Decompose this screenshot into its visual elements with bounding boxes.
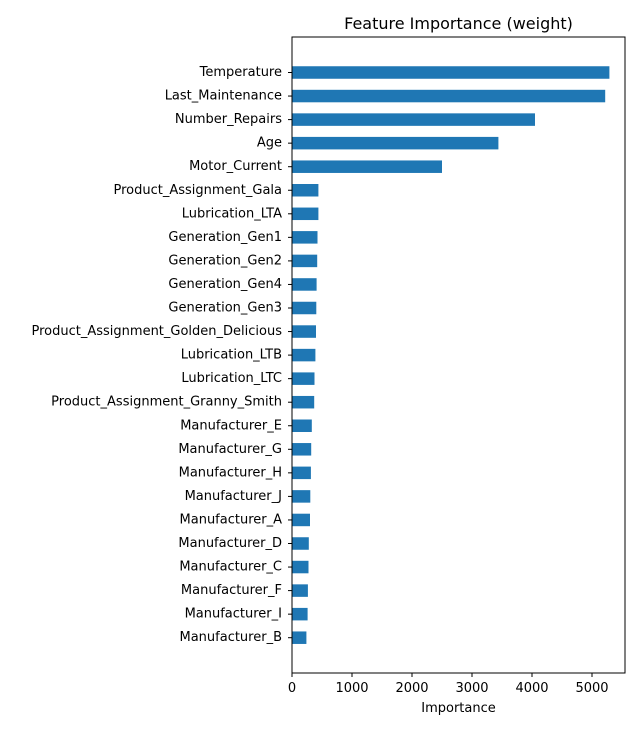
y-tick-label-manufacturer-a: Manufacturer_A xyxy=(180,512,283,527)
plot-frame xyxy=(291,36,626,674)
bar-product-assignment-golden-delicious xyxy=(292,325,316,338)
y-tick-label-product-assignment-gala: Product_Assignment_Gala xyxy=(113,183,282,198)
y-tick-label-generation-gen4: Generation_Gen4 xyxy=(168,277,282,292)
x-tick-label-4000: 4000 xyxy=(515,681,548,696)
bar-manufacturer-j xyxy=(292,490,311,503)
bar-lubrication-ltc xyxy=(292,372,315,385)
bar-generation-gen3 xyxy=(292,301,317,315)
bar-generation-gen4 xyxy=(292,278,317,291)
bar-manufacturer-c xyxy=(292,560,309,574)
bar-manufacturer-a xyxy=(292,513,310,527)
y-tick-label-manufacturer-b: Manufacturer_B xyxy=(179,630,282,645)
bar-generation-gen1 xyxy=(292,231,318,244)
y-tick-label-manufacturer-c: Manufacturer_C xyxy=(179,560,282,575)
chart-title: Feature Importance (weight) xyxy=(344,14,573,33)
bar-number-repairs xyxy=(292,113,535,126)
bars-group xyxy=(292,66,610,644)
bar-lubrication-ltb xyxy=(292,348,316,362)
bar-motor-current xyxy=(292,160,442,173)
bar-product-assignment-granny-smith xyxy=(292,395,315,409)
bar-temperature xyxy=(292,66,610,79)
bar-last-maintenance xyxy=(292,89,606,103)
y-tick-label-product-assignment-granny-smith: Product_Assignment_Granny_Smith xyxy=(51,395,282,410)
y-tick-label-generation-gen3: Generation_Gen3 xyxy=(168,301,282,316)
y-tick-label-manufacturer-i: Manufacturer_I xyxy=(185,607,282,622)
y-tick-label-lubrication-lta: Lubrication_LTA xyxy=(182,206,282,221)
bar-manufacturer-b xyxy=(292,631,307,644)
x-tick-label-2000: 2000 xyxy=(395,681,428,696)
y-tick-label-temperature: Temperature xyxy=(199,65,282,80)
y-tick-label-last-maintenance: Last_Maintenance xyxy=(165,89,282,104)
bar-generation-gen2 xyxy=(292,254,318,268)
bar-product-assignment-gala xyxy=(292,184,319,197)
y-tick-labels: Temperature Last_Maintenance Number_Repair… xyxy=(32,65,292,645)
bar-manufacturer-i xyxy=(292,607,308,621)
y-tick-label-manufacturer-g: Manufacturer_G xyxy=(178,442,282,457)
x-ticks: 0 1000 2000 3000 4000 5000 xyxy=(288,673,609,696)
x-tick-label-5000: 5000 xyxy=(575,681,608,696)
x-tick-label-0: 0 xyxy=(288,681,296,696)
x-tick-label-1000: 1000 xyxy=(335,681,368,696)
x-tick-label-3000: 3000 xyxy=(455,681,488,696)
y-tick-label-manufacturer-e: Manufacturer_E xyxy=(180,418,282,433)
bar-manufacturer-g xyxy=(292,443,312,456)
bar-manufacturer-d xyxy=(292,537,309,550)
y-tick-label-product-assignment-golden-delicious: Product_Assignment_Golden_Delicious xyxy=(32,324,283,339)
y-tick-label-lubrication-ltc: Lubrication_LTC xyxy=(181,371,282,386)
y-tick-label-age: Age xyxy=(257,136,282,151)
y-tick-label-generation-gen1: Generation_Gen1 xyxy=(168,230,282,245)
bar-manufacturer-f xyxy=(292,584,308,597)
y-tick-label-manufacturer-f: Manufacturer_F xyxy=(181,583,282,598)
y-tick-label-manufacturer-j: Manufacturer_J xyxy=(185,489,282,504)
bar-manufacturer-e xyxy=(292,419,312,432)
y-tick-label-lubrication-ltb: Lubrication_LTB xyxy=(181,348,282,363)
bar-age xyxy=(292,136,499,150)
y-tick-label-manufacturer-h: Manufacturer_H xyxy=(179,465,282,480)
y-tick-label-generation-gen2: Generation_Gen2 xyxy=(168,253,282,268)
y-tick-label-number-repairs: Number_Repairs xyxy=(175,112,282,127)
bar-manufacturer-h xyxy=(292,466,311,480)
x-axis-label: Importance xyxy=(421,701,496,716)
y-tick-label-manufacturer-d: Manufacturer_D xyxy=(178,536,282,551)
y-tick-label-motor-current: Motor_Current xyxy=(189,159,282,174)
bar-lubrication-lta xyxy=(292,207,319,221)
